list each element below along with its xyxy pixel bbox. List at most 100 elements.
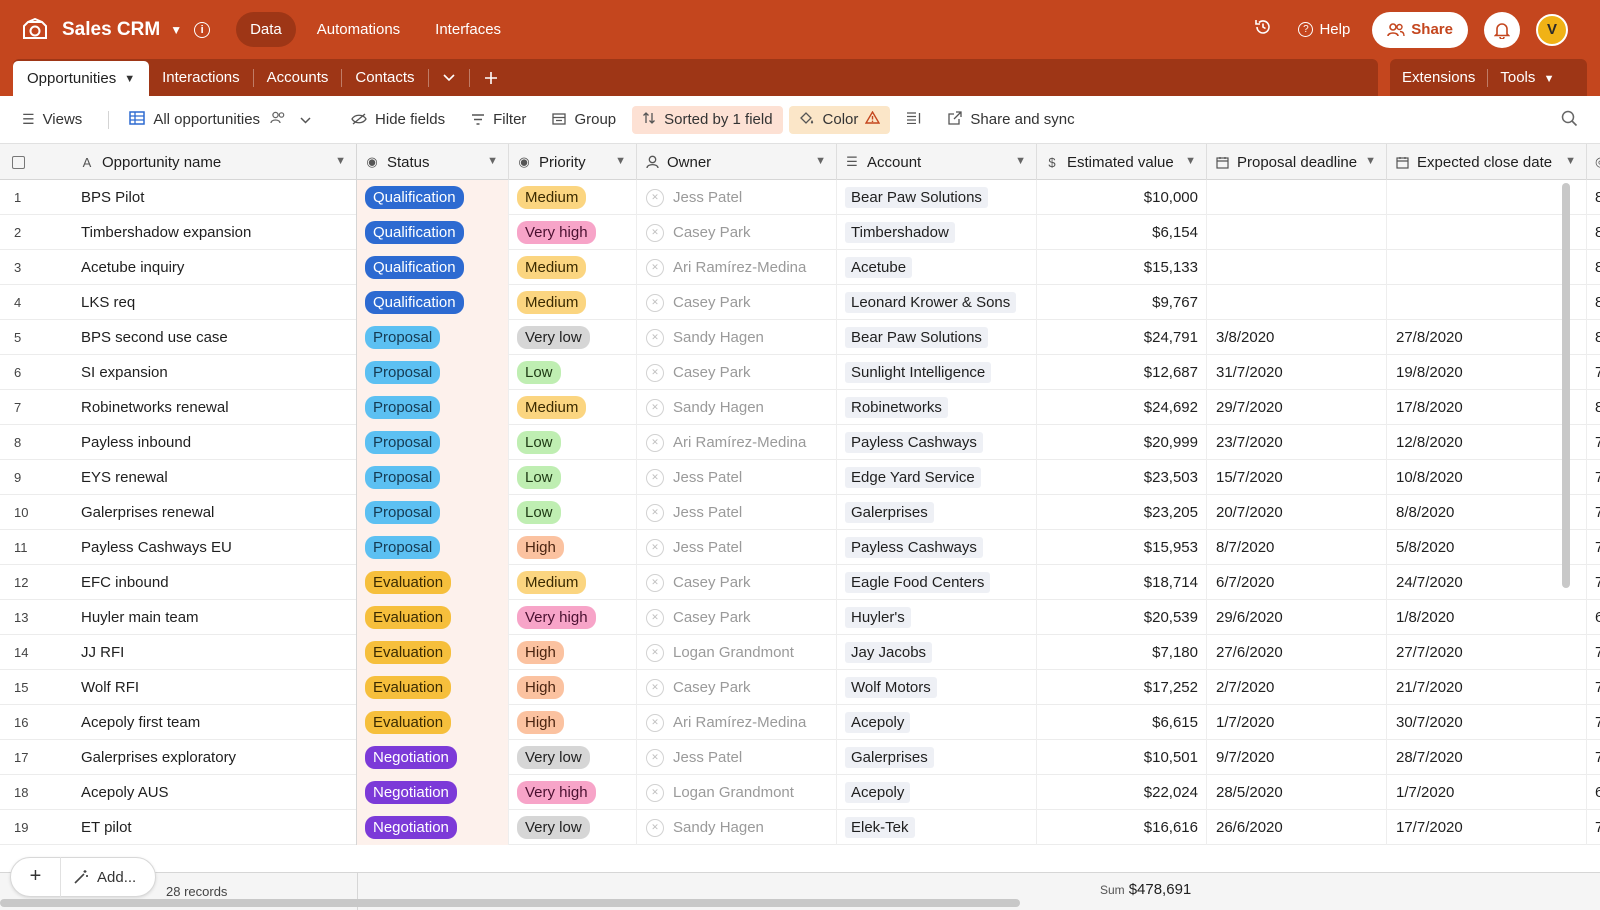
table-row[interactable]: 14 JJ RFI Evaluation High ✕ Logan Grandmont Ja… xyxy=(0,635,1600,670)
estimated-value-cell[interactable]: $16,616 xyxy=(1037,810,1207,845)
next-field-cell[interactable]: 7 xyxy=(1595,504,1600,521)
proposal-deadline-cell[interactable]: 1/7/2020 xyxy=(1207,705,1387,740)
linked-account-chip[interactable]: Robinetworks xyxy=(845,397,948,418)
expected-close-date-cell[interactable]: 10/8/2020 xyxy=(1387,460,1587,495)
owner-cell[interactable]: ✕ Casey Park xyxy=(637,600,837,635)
opportunity-name-cell[interactable]: Acetube inquiry xyxy=(72,250,357,285)
select-all-checkbox[interactable] xyxy=(0,144,72,180)
priority-cell[interactable]: Low xyxy=(509,425,637,460)
opportunity-name-cell[interactable]: Galerprises renewal xyxy=(72,495,357,530)
chevron-down-icon[interactable]: ▼ xyxy=(615,155,626,167)
status-cell[interactable]: Negotiation xyxy=(357,740,509,775)
chevron-down-icon[interactable]: ▼ xyxy=(1365,155,1376,167)
status-cell[interactable]: Evaluation xyxy=(357,600,509,635)
next-field-cell[interactable]: 8 xyxy=(1595,294,1600,311)
expected-close-date-cell[interactable]: 17/7/2020 xyxy=(1387,810,1587,845)
expected-close-date-cell[interactable]: 5/8/2020 xyxy=(1387,530,1587,565)
row-height-button[interactable] xyxy=(896,106,932,134)
estimated-value-cell[interactable]: $6,615 xyxy=(1037,705,1207,740)
estimated-value-cell[interactable]: $20,999 xyxy=(1037,425,1207,460)
opportunity-name-cell[interactable]: EYS renewal xyxy=(72,460,357,495)
share-button[interactable]: Share xyxy=(1372,11,1468,48)
column-header-priority[interactable]: ◉ Priority ▼ xyxy=(509,144,637,180)
opportunity-name-cell[interactable]: Galerprises exploratory xyxy=(72,740,357,775)
opportunity-name-cell[interactable]: Payless Cashways EU xyxy=(72,530,357,565)
estimated-value-cell[interactable]: $23,205 xyxy=(1037,495,1207,530)
column-header-proposal-deadline[interactable]: Proposal deadline ▼ xyxy=(1207,144,1387,180)
notifications-bell-icon[interactable] xyxy=(1484,11,1520,48)
owner-cell[interactable]: ✕ Casey Park xyxy=(637,355,837,390)
opportunity-name-cell[interactable]: EFC inbound xyxy=(72,565,357,600)
priority-cell[interactable]: Very high xyxy=(509,600,637,635)
proposal-deadline-cell[interactable]: 6/7/2020 xyxy=(1207,565,1387,600)
row-number[interactable]: 14 xyxy=(14,645,29,660)
estimated-value-cell[interactable]: $15,133 xyxy=(1037,250,1207,285)
status-cell[interactable]: Proposal xyxy=(357,390,509,425)
account-cell[interactable]: Bear Paw Solutions xyxy=(837,180,1037,215)
column-header-owner[interactable]: Owner ▼ xyxy=(637,144,837,180)
row-number[interactable]: 7 xyxy=(14,400,22,415)
priority-cell[interactable]: Low xyxy=(509,460,637,495)
share-and-sync-button[interactable]: Share and sync xyxy=(938,106,1084,134)
priority-cell[interactable]: Medium xyxy=(509,565,637,600)
account-cell[interactable]: Edge Yard Service xyxy=(837,460,1037,495)
linked-account-chip[interactable]: Wolf Motors xyxy=(845,677,937,698)
row-number[interactable]: 10 xyxy=(14,505,29,520)
linked-account-chip[interactable]: Acepoly xyxy=(845,782,911,803)
account-cell[interactable]: Robinetworks xyxy=(837,390,1037,425)
next-field-cell[interactable]: 8 xyxy=(1595,259,1600,276)
next-field-cell[interactable]: 8 xyxy=(1595,399,1600,416)
next-field-cell[interactable]: 7 xyxy=(1595,364,1600,381)
add-table-plus-icon[interactable] xyxy=(470,59,512,96)
priority-cell[interactable]: Medium xyxy=(509,390,637,425)
estimated-value-cell[interactable]: $24,791 xyxy=(1037,320,1207,355)
row-number[interactable]: 19 xyxy=(14,820,29,835)
expected-close-date-cell[interactable]: 17/8/2020 xyxy=(1387,390,1587,425)
table-row[interactable]: 15 Wolf RFI Evaluation High ✕ Casey Park Wolf … xyxy=(0,670,1600,705)
table-row[interactable]: 19 ET pilot Negotiation Very low ✕ Sandy Hage… xyxy=(0,810,1600,845)
row-number[interactable]: 18 xyxy=(14,785,29,800)
row-number[interactable]: 1 xyxy=(14,190,22,205)
expected-close-date-cell[interactable]: 1/7/2020 xyxy=(1387,775,1587,810)
user-avatar[interactable]: V xyxy=(1536,13,1568,46)
opportunity-name-cell[interactable]: Huyler main team xyxy=(72,600,357,635)
account-cell[interactable]: Galerprises xyxy=(837,495,1037,530)
next-field-cell[interactable]: 7 xyxy=(1595,574,1600,591)
status-cell[interactable]: Negotiation xyxy=(357,810,509,845)
owner-cell[interactable]: ✕ Casey Park xyxy=(637,215,837,250)
proposal-deadline-cell[interactable]: 20/7/2020 xyxy=(1207,495,1387,530)
proposal-deadline-cell[interactable]: 29/7/2020 xyxy=(1207,390,1387,425)
account-cell[interactable]: Huyler's xyxy=(837,600,1037,635)
status-cell[interactable]: Qualification xyxy=(357,180,509,215)
status-cell[interactable]: Proposal xyxy=(357,320,509,355)
opportunity-name-cell[interactable]: LKS req xyxy=(72,285,357,320)
sum-summary[interactable]: Sum $478,691 xyxy=(1100,881,1191,898)
estimated-value-cell[interactable]: $15,953 xyxy=(1037,530,1207,565)
proposal-deadline-cell[interactable]: 8/7/2020 xyxy=(1207,530,1387,565)
views-button[interactable]: ☰ Views xyxy=(12,106,92,134)
expected-close-date-cell[interactable]: 19/8/2020 xyxy=(1387,355,1587,390)
linked-account-chip[interactable]: Leonard Krower & Sons xyxy=(845,292,1017,313)
opportunity-name-cell[interactable]: Acepoly first team xyxy=(72,705,357,740)
tools-button[interactable]: Tools ▼ xyxy=(1488,69,1566,86)
row-number[interactable]: 6 xyxy=(14,365,22,380)
chevron-down-icon[interactable]: ▼ xyxy=(487,155,498,167)
checkbox[interactable] xyxy=(12,155,25,169)
group-button[interactable]: Group xyxy=(542,106,626,134)
status-cell[interactable]: Negotiation xyxy=(357,775,509,810)
horizontal-scrollbar[interactable] xyxy=(0,899,1020,907)
expected-close-date-cell[interactable] xyxy=(1387,285,1587,320)
linked-account-chip[interactable]: Galerprises xyxy=(845,747,934,768)
chevron-down-icon[interactable]: ▼ xyxy=(815,155,826,167)
next-field-cell[interactable]: 7 xyxy=(1595,469,1600,486)
view-switcher[interactable]: All opportunities xyxy=(119,106,321,134)
search-icon[interactable] xyxy=(1561,110,1578,132)
opportunity-name-cell[interactable]: Wolf RFI xyxy=(72,670,357,705)
estimated-value-cell[interactable]: $10,501 xyxy=(1037,740,1207,775)
table-row[interactable]: 17 Galerprises exploratory Negotiation Very… xyxy=(0,740,1600,775)
linked-account-chip[interactable]: Sunlight Intelligence xyxy=(845,362,992,383)
priority-cell[interactable]: Very high xyxy=(509,215,637,250)
status-cell[interactable]: Proposal xyxy=(357,460,509,495)
row-number[interactable]: 17 xyxy=(14,750,29,765)
next-field-cell[interactable]: 8 xyxy=(1595,329,1600,346)
